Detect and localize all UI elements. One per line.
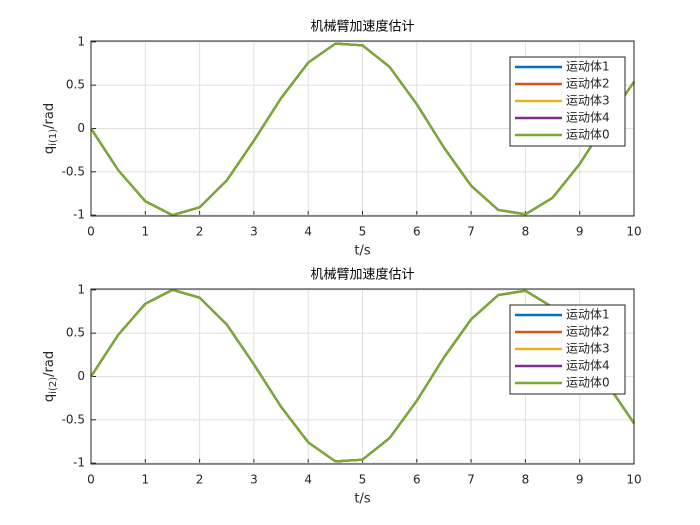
- legend-label: 运动体3: [566, 342, 610, 356]
- y-tick-label: 1: [77, 282, 85, 296]
- x-tick-label: 5: [359, 225, 367, 239]
- legend-label: 运动体2: [566, 77, 610, 91]
- legend-label: 运动体4: [566, 359, 610, 373]
- x-tick-label: 7: [467, 473, 475, 487]
- series-line: [90, 288, 635, 463]
- x-tick-label: 8: [522, 225, 530, 239]
- legend-label: 运动体4: [566, 111, 610, 125]
- y-axis-label-part: q: [42, 146, 57, 154]
- x-tick-label: 6: [413, 225, 421, 239]
- y-axis-label-part: /rad: [42, 103, 57, 129]
- x-tick-label: 3: [250, 473, 258, 487]
- x-tick-label: 9: [576, 225, 584, 239]
- legend-label: 运动体0: [566, 128, 610, 142]
- y-axis-label-part: i(1): [48, 129, 59, 146]
- legend-label: 运动体1: [566, 308, 610, 322]
- x-tick-label: 3: [250, 225, 258, 239]
- y-tick-label: 0.5: [66, 326, 85, 340]
- x-tick-label: 4: [304, 225, 312, 239]
- y-axis-label: qi(1)/rad: [42, 103, 60, 154]
- y-tick-label: -0.5: [62, 412, 85, 426]
- x-tick-label: 1: [141, 225, 149, 239]
- y-tick-label: 0: [77, 369, 85, 383]
- axes-frame: [90, 288, 635, 465]
- x-tick-label: 4: [304, 473, 312, 487]
- x-tick-label: 10: [626, 225, 641, 239]
- x-tick-label: 7: [467, 225, 475, 239]
- legend-label: 运动体1: [566, 60, 610, 74]
- x-tick-label: 9: [576, 473, 584, 487]
- y-tick-label: 1: [77, 34, 85, 48]
- x-axis-label: t/s: [354, 492, 370, 507]
- x-tick-label: 5: [359, 473, 367, 487]
- legend-label: 运动体2: [566, 325, 610, 339]
- y-axis-label: qi(2)/rad: [42, 351, 60, 402]
- x-tick-label: 2: [196, 473, 204, 487]
- x-tick-label: 10: [626, 473, 641, 487]
- chart-title: 机械臂加速度估计: [310, 267, 414, 283]
- chart-title: 机械臂加速度估计: [310, 19, 414, 35]
- y-tick-label: -1: [73, 208, 85, 222]
- legend-label: 运动体0: [566, 376, 610, 390]
- series-line: [90, 42, 635, 217]
- x-tick-label: 8: [522, 473, 530, 487]
- axes-frame: [90, 40, 635, 217]
- y-tick-label: -1: [73, 456, 85, 470]
- x-tick-label: 6: [413, 473, 421, 487]
- x-tick-label: 2: [196, 225, 204, 239]
- x-tick-label: 1: [141, 473, 149, 487]
- x-axis-label: t/s: [354, 244, 370, 259]
- subplot: 0 1 2 3 4 5 6 7 8 9 10 -1 -0.5 0 0.5 1 机械臂加速度估计 t/s qi(2)/…: [42, 267, 642, 507]
- x-tick-label: 0: [87, 473, 95, 487]
- y-tick-label: 0.5: [66, 78, 85, 92]
- y-tick-label: -0.5: [62, 164, 85, 178]
- legend-label: 运动体3: [566, 94, 610, 108]
- y-axis-label-part: /rad: [42, 351, 57, 377]
- y-axis-label-part: i(2): [48, 377, 59, 394]
- x-tick-label: 0: [87, 225, 95, 239]
- y-tick-label: 0: [77, 121, 85, 135]
- y-axis-label-part: q: [42, 394, 57, 402]
- subplot: 0 1 2 3 4 5 6 7 8 9 10 -1 -0.5 0 0.5 1 机械臂加速度估计 t/s qi(1)/…: [42, 19, 642, 259]
